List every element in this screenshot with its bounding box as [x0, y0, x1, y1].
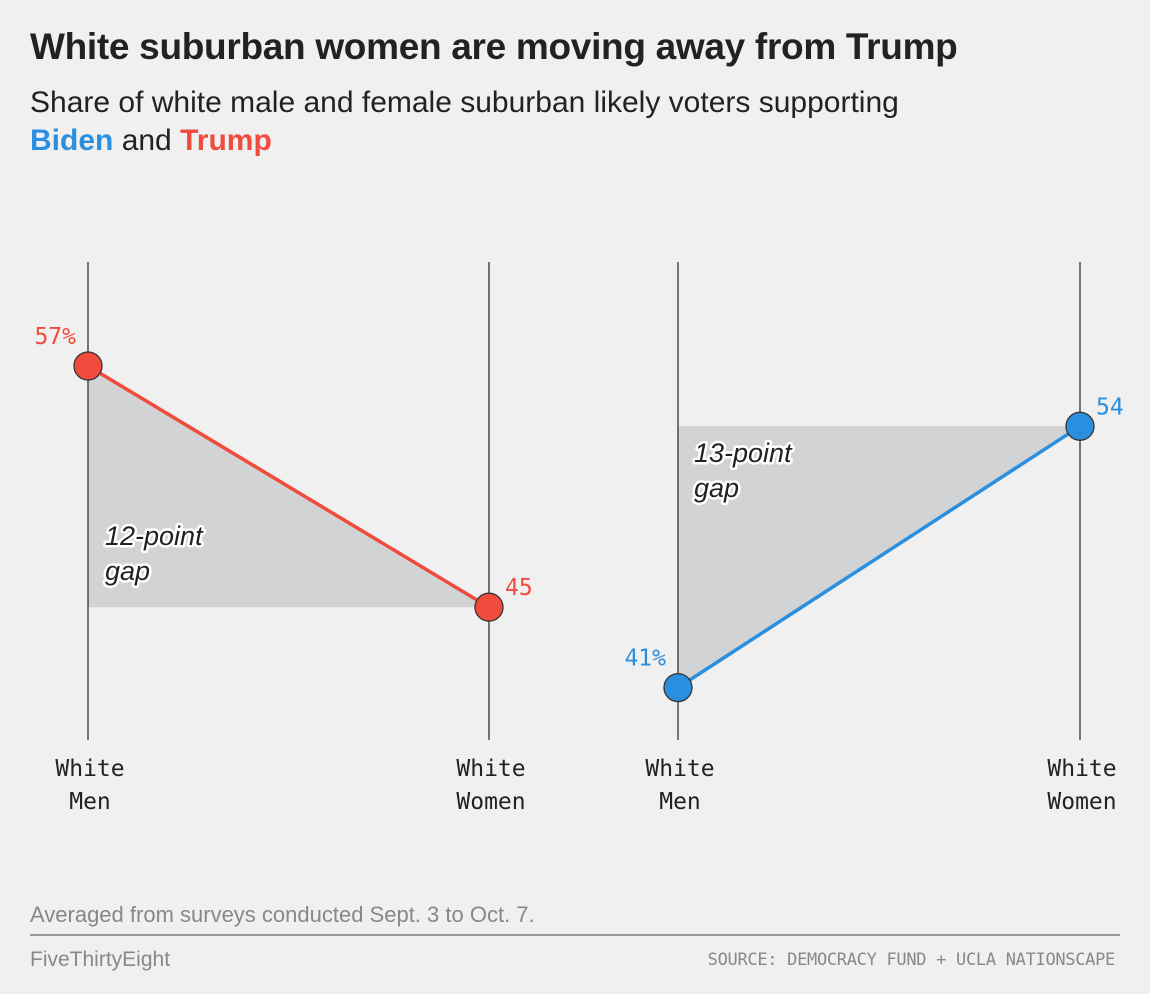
gap-annotation-1-line-1: 12-point: [105, 521, 204, 551]
category-label-2-1-line-2: Men: [659, 789, 701, 815]
category-label-1-2-line-1: White: [456, 756, 525, 782]
category-label-1-2-line-2: Women: [456, 789, 525, 815]
subtitle-text: Share of white male and female suburban …: [30, 86, 899, 119]
point-biden-men: [663, 672, 693, 703]
value-label-trump-men: 57%: [34, 324, 76, 350]
category-label-2-2-line-1: White: [1047, 756, 1116, 782]
gap-annotation-2-line-2: gap: [694, 473, 739, 503]
footnote: Averaged from surveys conducted Sept. 3 …: [30, 902, 535, 927]
category-label-1-1-line-1: White: [55, 756, 124, 782]
source-credit: SOURCE: DEMOCRACY FUND + UCLA NATIONSCAP…: [707, 950, 1116, 970]
subtitle-and: and: [121, 124, 172, 157]
value-label-trump-women: 45: [505, 575, 533, 601]
value-label-biden-women: 54: [1096, 394, 1124, 420]
category-label-2-1-line-1: White: [645, 756, 714, 782]
point-biden-women: [1065, 411, 1095, 441]
value-label-biden-men: 41%: [624, 646, 666, 672]
series-line-trump: [87, 364, 490, 609]
category-label-1-1-line-2: Men: [69, 789, 111, 815]
chart-subtitle: Share of white male and female suburban …: [30, 84, 1110, 160]
gap-annotation-2-line-1: 13-point: [694, 438, 793, 468]
subtitle-trump: Trump: [180, 124, 272, 157]
category-label-2-2-line-2: Women: [1047, 789, 1116, 815]
footer-divider: [30, 934, 1120, 936]
chart-title: White suburban women are moving away fro…: [30, 26, 958, 67]
gap-annotation-1-line-2: gap: [105, 556, 150, 586]
brand-name: FiveThirtyEight: [30, 948, 171, 971]
subtitle-biden: Biden: [30, 124, 114, 157]
point-trump-men: [73, 351, 103, 381]
series-line-biden: [677, 424, 1081, 690]
point-trump-women: [474, 592, 504, 622]
